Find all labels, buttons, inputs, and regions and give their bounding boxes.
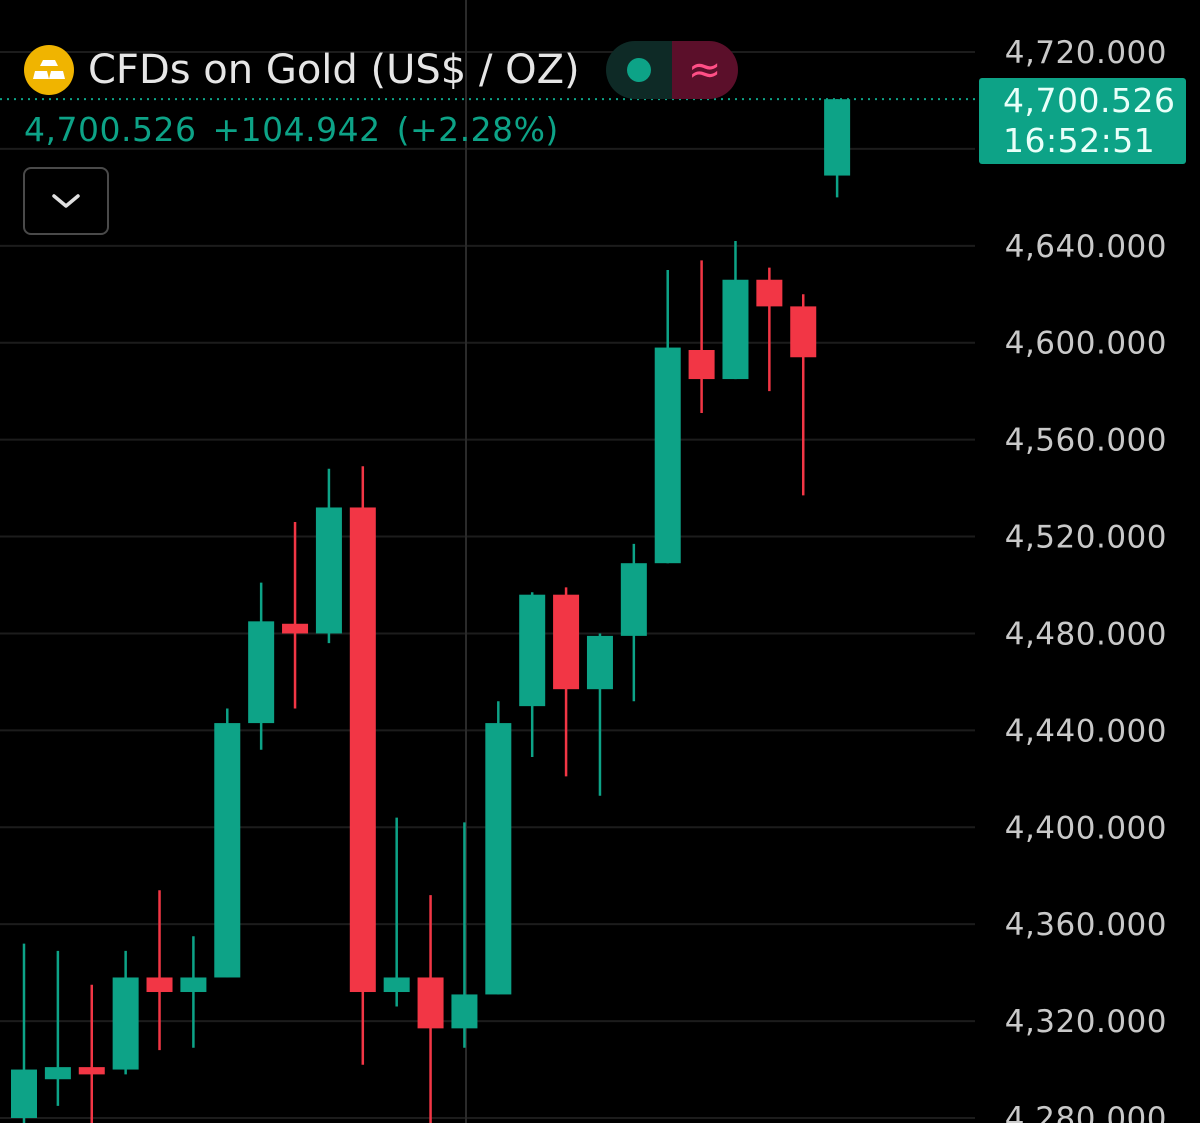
candle-body (586, 635, 613, 690)
y-tick-label: 4,480.000 (1005, 616, 1167, 652)
candle (383, 817, 410, 1007)
candle (315, 468, 342, 644)
candle (756, 267, 783, 392)
candle-body (824, 99, 851, 176)
candle-body (383, 977, 410, 993)
status-pill[interactable]: ≈ (605, 41, 738, 99)
price-tag-countdown: 16:52:51 (1003, 121, 1156, 160)
candle-body (44, 1067, 71, 1080)
candle-body (214, 723, 241, 978)
candle (586, 633, 613, 796)
candle (722, 240, 749, 380)
y-tick-label: 4,720.000 (1005, 35, 1167, 71)
price-change-percent: (+2.28%) (396, 110, 559, 149)
y-tick-label: 4,560.000 (1005, 423, 1167, 459)
price-tag-value: 4,700.526 (1003, 81, 1176, 120)
candle-body (553, 594, 580, 690)
y-tick-label: 4,600.000 (1005, 326, 1167, 362)
gold-bars-icon[interactable] (24, 45, 74, 95)
candle (654, 270, 681, 564)
candle (790, 294, 817, 496)
candle (688, 260, 715, 413)
candle-body (282, 623, 309, 634)
candle (485, 701, 512, 995)
candle (451, 822, 478, 1048)
symbol-header: CFDs on Gold (US$ / OZ) ≈ (24, 40, 738, 100)
candle-body (112, 977, 139, 1070)
candle-body (722, 279, 749, 380)
y-tick-label: 4,400.000 (1005, 810, 1167, 846)
candle-body (620, 563, 647, 636)
y-axis: 4,720.0004,680.0004,640.0004,600.0004,56… (1005, 35, 1167, 1123)
candle (282, 522, 309, 709)
price-change: +104.942 (212, 110, 381, 149)
candle-body (654, 347, 681, 564)
candle (248, 582, 275, 750)
candle-body (78, 1067, 105, 1075)
candle-body (519, 594, 546, 707)
price-summary: 4,700.526 +104.942 (+2.28%) (24, 110, 575, 149)
candle-body (790, 306, 817, 358)
market-open-dot-icon (626, 58, 651, 82)
candle (519, 592, 546, 758)
last-price-tag: 4,700.526 16:52:51 (979, 78, 1186, 164)
candle-body (688, 349, 715, 380)
candle-body (180, 977, 207, 993)
candle-body (451, 994, 478, 1029)
candle-body (485, 723, 512, 995)
candle (146, 890, 173, 1051)
y-tick-label: 4,440.000 (1005, 713, 1167, 749)
candle-body (11, 1069, 37, 1118)
candle (180, 936, 207, 1048)
y-tick-label: 4,280.000 (1005, 1101, 1167, 1123)
chevron-down-icon (52, 194, 80, 208)
candle (214, 708, 241, 978)
symbol-title[interactable]: CFDs on Gold (US$ / OZ) (88, 47, 580, 93)
candle (349, 466, 376, 1065)
y-tick-label: 4,640.000 (1005, 229, 1167, 265)
candle-body (146, 977, 173, 993)
candle (44, 950, 71, 1106)
candle (824, 99, 851, 198)
candle-body (315, 507, 342, 634)
candle (78, 984, 105, 1123)
y-tick-label: 4,520.000 (1005, 520, 1167, 556)
candle-body (756, 279, 783, 307)
candle-body (349, 507, 376, 993)
expand-button[interactable] (23, 167, 109, 235)
market-status[interactable] (605, 41, 672, 99)
candle (11, 943, 37, 1123)
candle (553, 587, 580, 777)
y-tick-label: 4,360.000 (1005, 907, 1167, 943)
candle (112, 950, 139, 1075)
y-tick-label: 4,320.000 (1005, 1004, 1167, 1040)
candle (417, 895, 444, 1123)
approx-indicator-icon[interactable]: ≈ (671, 41, 738, 99)
candle-body (417, 977, 444, 1029)
candle (620, 543, 647, 702)
candles (11, 99, 851, 1123)
last-price: 4,700.526 (24, 110, 197, 149)
candle-body (248, 621, 275, 724)
